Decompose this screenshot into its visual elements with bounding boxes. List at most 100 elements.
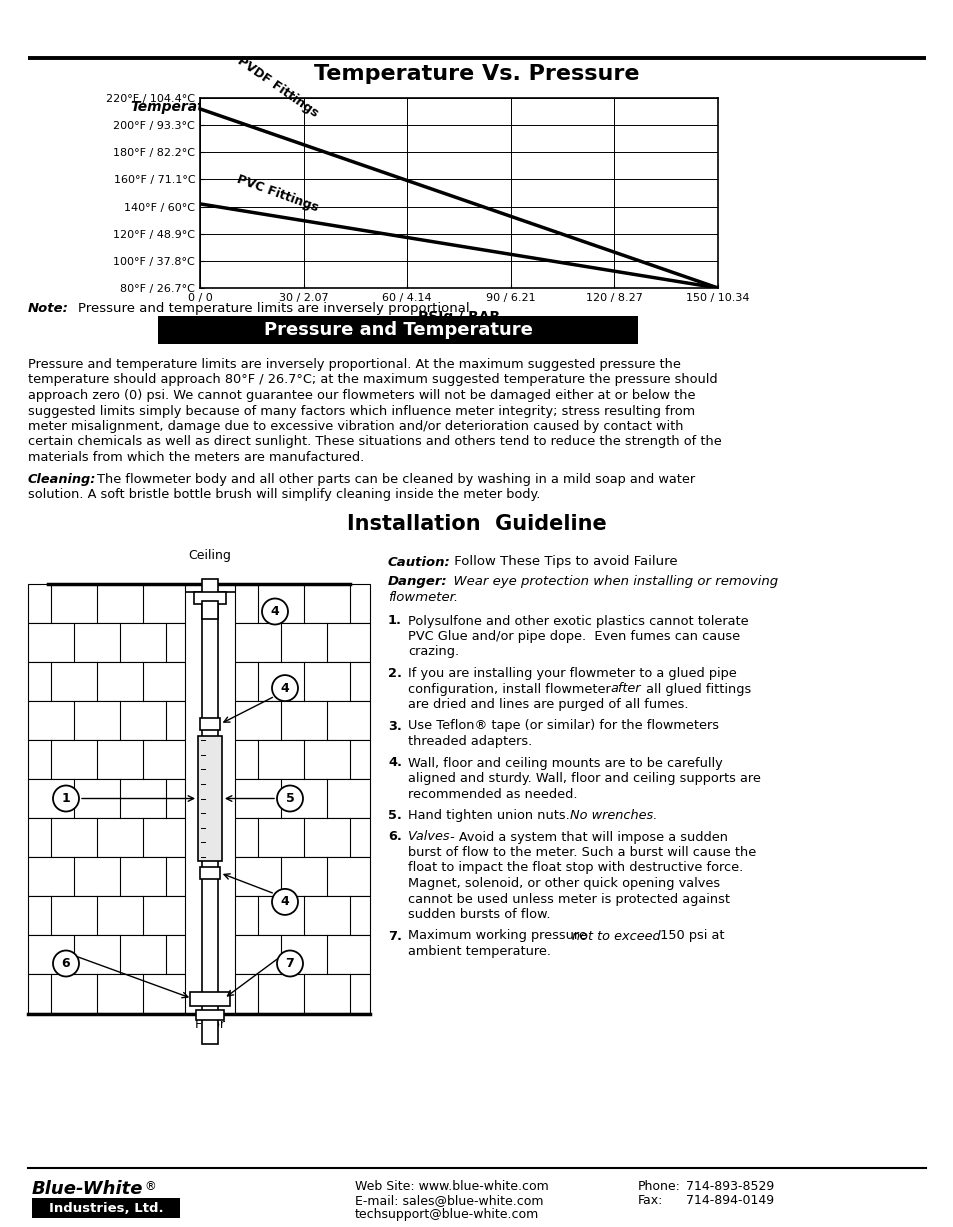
Text: Ceiling: Ceiling	[189, 548, 232, 562]
Text: Wear eye protection when installing or removing: Wear eye protection when installing or r…	[444, 575, 778, 589]
Text: 7.: 7.	[388, 930, 401, 942]
Text: 5: 5	[285, 791, 294, 805]
Text: all glued fittings: all glued fittings	[641, 682, 750, 696]
Text: If you are installing your flowmeter to a glued pipe: If you are installing your flowmeter to …	[408, 667, 736, 680]
Text: Temperature: Temperature	[130, 99, 230, 114]
Bar	[234, 973, 370, 1012]
Text: No wrenches.: No wrenches.	[569, 809, 657, 822]
Text: 1: 1	[62, 791, 71, 805]
Text: 7: 7	[285, 957, 294, 971]
Text: 5.: 5.	[388, 809, 401, 822]
Text: meter misalignment, damage due to excessive vibration and/or deterioration cause: meter misalignment, damage due to excess…	[28, 420, 682, 433]
Text: flowmeter.: flowmeter.	[388, 591, 457, 604]
Text: approach zero (0) psi. We cannot guarantee our flowmeters will not be damaged ei: approach zero (0) psi. We cannot guarant…	[28, 389, 695, 402]
Circle shape	[276, 785, 303, 811]
Bar	[234, 584, 370, 622]
Text: Hand tighten union nuts.: Hand tighten union nuts.	[408, 809, 574, 822]
Text: after: after	[609, 682, 639, 696]
Text: certain chemicals as well as direct sunlight. These situations and others tend t: certain chemicals as well as direct sunl…	[28, 436, 721, 449]
Bar	[200, 718, 220, 730]
Text: Wall, floor and ceiling mounts are to be carefully: Wall, floor and ceiling mounts are to be…	[408, 757, 722, 769]
Bar	[234, 701, 370, 740]
Bar	[234, 740, 370, 778]
Text: 150 psi at: 150 psi at	[656, 930, 723, 942]
Text: configuration, install flowmeter: configuration, install flowmeter	[408, 682, 615, 696]
Text: recommended as needed.: recommended as needed.	[408, 788, 577, 800]
Bar	[202, 578, 218, 1043]
Text: Follow These Tips to avoid Failure: Follow These Tips to avoid Failure	[450, 556, 677, 568]
Bar	[200, 867, 220, 879]
Text: temperature should approach 80°F / 26.7°C; at the maximum suggested temperature : temperature should approach 80°F / 26.7°…	[28, 373, 717, 387]
Text: 714-893-8529: 714-893-8529	[685, 1180, 774, 1193]
Bar	[234, 661, 370, 701]
Text: 4.: 4.	[388, 757, 401, 769]
Text: Caution:: Caution:	[388, 556, 450, 568]
Bar	[190, 991, 230, 1005]
Bar	[28, 584, 185, 622]
Text: cannot be used unless meter is protected against: cannot be used unless meter is protected…	[408, 892, 729, 906]
Text: Floor: Floor	[194, 1018, 225, 1032]
Text: 4: 4	[280, 682, 289, 694]
Bar	[28, 973, 185, 1012]
Bar	[48, 584, 350, 591]
Text: PVC Glue and/or pipe dope.  Even fumes can cause: PVC Glue and/or pipe dope. Even fumes ca…	[408, 629, 740, 643]
Text: suggested limits simply because of many factors which influence meter integrity;: suggested limits simply because of many …	[28, 405, 695, 417]
Bar	[234, 856, 370, 896]
Text: aligned and sturdy. Wall, floor and ceiling supports are: aligned and sturdy. Wall, floor and ceil…	[408, 772, 760, 785]
Bar	[28, 740, 185, 778]
Text: ®: ®	[144, 1180, 155, 1193]
Bar	[198, 736, 222, 861]
Bar	[234, 622, 370, 661]
Bar	[28, 817, 185, 856]
Circle shape	[272, 675, 297, 701]
Text: threaded adapters.: threaded adapters.	[408, 735, 532, 748]
Text: Pressure and temperature limits are inversely proportional.: Pressure and temperature limits are inve…	[78, 302, 474, 315]
Text: float to impact the float stop with destructive force.: float to impact the float stop with dest…	[408, 861, 742, 875]
Text: 6.: 6.	[388, 831, 401, 843]
Text: Valves: Valves	[408, 831, 449, 843]
Circle shape	[276, 951, 303, 977]
Text: The flowmeter body and all other parts can be cleaned by washing in a mild soap : The flowmeter body and all other parts c…	[97, 472, 695, 486]
Bar	[28, 701, 185, 740]
Text: techsupport@blue-white.com: techsupport@blue-white.com	[355, 1209, 538, 1221]
Bar	[28, 896, 185, 935]
Bar	[158, 317, 638, 344]
Text: Industries, Ltd.: Industries, Ltd.	[49, 1201, 163, 1215]
Text: Cleaning:: Cleaning:	[28, 472, 96, 486]
Text: PVDF Fittings: PVDF Fittings	[234, 54, 320, 120]
Bar	[234, 896, 370, 935]
Text: E-mail: sales@blue-white.com: E-mail: sales@blue-white.com	[355, 1194, 543, 1207]
Text: crazing.: crazing.	[408, 645, 458, 659]
Text: 6: 6	[62, 957, 71, 971]
Text: Danger:: Danger:	[388, 575, 447, 589]
Text: 2.: 2.	[388, 667, 401, 680]
Circle shape	[272, 888, 297, 915]
X-axis label: PSIg / BAR: PSIg / BAR	[417, 309, 499, 324]
Bar	[28, 661, 185, 701]
Text: 714-894-0149: 714-894-0149	[685, 1194, 773, 1207]
Text: - Avoid a system that will impose a sudden: - Avoid a system that will impose a sudd…	[446, 831, 727, 843]
Text: Fax:: Fax:	[638, 1194, 662, 1207]
Bar	[234, 817, 370, 856]
Text: sudden bursts of flow.: sudden bursts of flow.	[408, 908, 550, 921]
Text: materials from which the meters are manufactured.: materials from which the meters are manu…	[28, 452, 364, 464]
Text: Maximum working pressure: Maximum working pressure	[408, 930, 590, 942]
Text: burst of flow to the meter. Such a burst will cause the: burst of flow to the meter. Such a burst…	[408, 845, 756, 859]
Text: solution. A soft bristle bottle brush will simplify cleaning inside the meter bo: solution. A soft bristle bottle brush wi…	[28, 488, 539, 501]
Text: are dried and lines are purged of all fumes.: are dried and lines are purged of all fu…	[408, 698, 688, 710]
Circle shape	[53, 951, 79, 977]
Text: PVC Fittings: PVC Fittings	[234, 173, 319, 215]
Text: Note:: Note:	[28, 302, 69, 315]
Bar	[234, 935, 370, 973]
Text: ambient temperature.: ambient temperature.	[408, 945, 551, 958]
Bar	[202, 600, 218, 618]
Text: Web Site: www.blue-white.com: Web Site: www.blue-white.com	[355, 1180, 548, 1193]
Text: Installation  Guideline: Installation Guideline	[347, 514, 606, 534]
Bar	[195, 1010, 224, 1020]
Text: Pressure and Temperature: Pressure and Temperature	[263, 321, 532, 339]
Bar	[234, 778, 370, 817]
Bar	[28, 856, 185, 896]
Bar	[193, 591, 226, 604]
Text: Temperature Vs. Pressure: Temperature Vs. Pressure	[314, 64, 639, 83]
Bar	[28, 778, 185, 817]
